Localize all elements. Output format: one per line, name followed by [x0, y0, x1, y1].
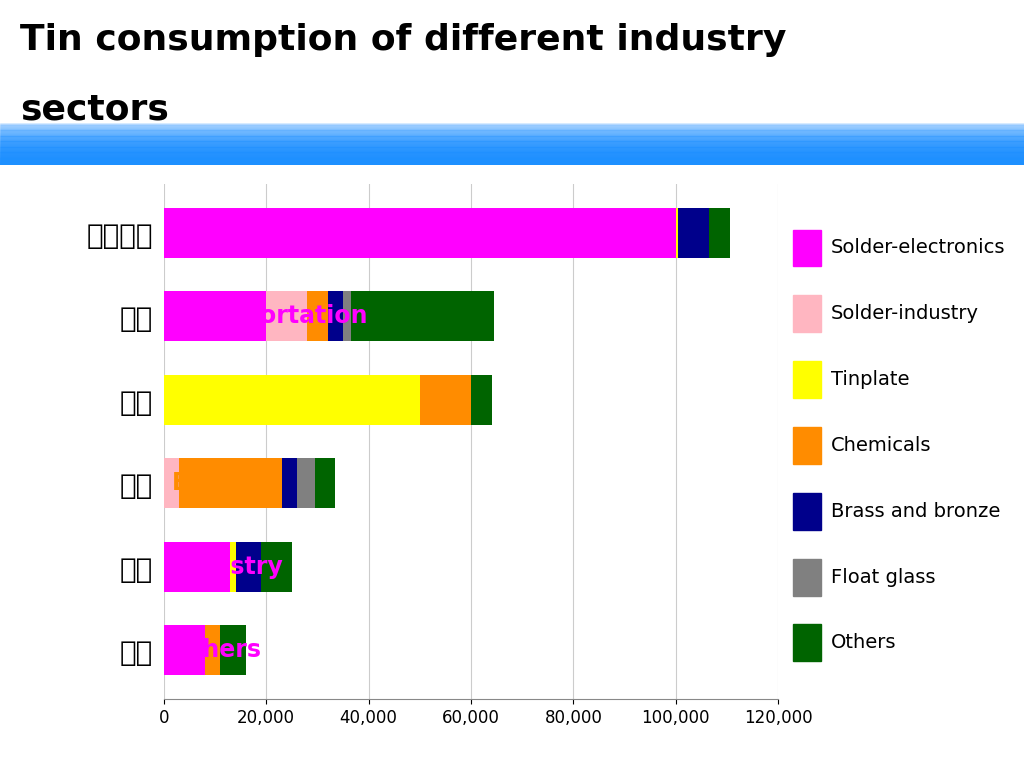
Bar: [0, 160, 1024, 161]
Bar: [0, 140, 1024, 141]
Bar: [230, 542, 236, 592]
Bar: [0, 129, 1024, 130]
Bar: [794, 230, 821, 266]
Bar: [0, 161, 1024, 162]
Bar: [164, 207, 676, 258]
Bar: [676, 207, 678, 258]
Bar: [0, 143, 1024, 144]
Bar: [710, 207, 730, 258]
Text: sectors: sectors: [20, 92, 169, 126]
Bar: [0, 157, 1024, 158]
Text: Others: Others: [830, 634, 896, 653]
Bar: [0, 141, 1024, 142]
Bar: [0, 137, 1024, 138]
Bar: [0, 155, 1024, 156]
Bar: [0, 147, 1024, 148]
Bar: [0, 148, 1024, 149]
Text: Packaging: Packaging: [172, 388, 308, 412]
Bar: [343, 291, 350, 341]
Bar: [0, 138, 1024, 139]
Bar: [794, 624, 821, 661]
Bar: [794, 296, 821, 333]
Bar: [0, 158, 1024, 159]
Bar: [471, 375, 492, 425]
Bar: [0, 130, 1024, 131]
Bar: [794, 361, 821, 398]
Bar: [164, 542, 230, 592]
Bar: [420, 375, 471, 425]
Bar: [0, 135, 1024, 137]
Text: Tinplate: Tinplate: [830, 370, 909, 389]
Bar: [0, 133, 1024, 134]
Bar: [794, 493, 821, 530]
Bar: [164, 625, 205, 676]
Bar: [164, 291, 266, 341]
Bar: [0, 149, 1024, 150]
Bar: [794, 427, 821, 464]
Bar: [0, 156, 1024, 157]
Text: Others: Others: [172, 638, 261, 663]
Bar: [0, 123, 1024, 124]
Bar: [0, 163, 1024, 164]
Bar: [0, 162, 1024, 163]
Bar: [220, 625, 246, 676]
Text: Float glass: Float glass: [830, 568, 935, 587]
Bar: [0, 154, 1024, 155]
Bar: [0, 134, 1024, 135]
Bar: [0, 146, 1024, 147]
Bar: [0, 125, 1024, 126]
Bar: [0, 150, 1024, 151]
Bar: [0, 126, 1024, 127]
Bar: [0, 144, 1024, 145]
Bar: [679, 207, 710, 258]
Bar: [0, 164, 1024, 165]
Bar: [164, 458, 179, 508]
Bar: [261, 542, 292, 592]
Bar: [307, 291, 328, 341]
Bar: [0, 145, 1024, 146]
Bar: [266, 291, 307, 341]
Bar: [328, 291, 343, 341]
Text: Brass and bronze: Brass and bronze: [830, 502, 1000, 521]
Bar: [282, 458, 297, 508]
Bar: [350, 291, 495, 341]
Bar: [205, 625, 220, 676]
Bar: [794, 558, 821, 595]
Text: Tin consumption of different industry: Tin consumption of different industry: [20, 23, 786, 57]
Text: Building: Building: [172, 472, 282, 495]
Bar: [297, 458, 315, 508]
Bar: [315, 458, 336, 508]
Bar: [0, 127, 1024, 128]
Bar: [164, 375, 420, 425]
Bar: [0, 159, 1024, 160]
Bar: [0, 142, 1024, 143]
Bar: [0, 132, 1024, 133]
Bar: [0, 124, 1024, 125]
Text: Transportation: Transportation: [172, 304, 368, 328]
Text: Industry: Industry: [172, 555, 284, 579]
Text: Consumer electronics: Consumer electronics: [172, 220, 460, 245]
Text: Solder-industry: Solder-industry: [830, 304, 979, 323]
Bar: [0, 151, 1024, 152]
Bar: [0, 128, 1024, 129]
Bar: [0, 131, 1024, 132]
Bar: [0, 152, 1024, 154]
Bar: [0, 139, 1024, 140]
Text: Solder-electronics: Solder-electronics: [830, 238, 1006, 257]
Text: Chemicals: Chemicals: [830, 436, 932, 455]
Bar: [179, 458, 282, 508]
Bar: [236, 542, 261, 592]
